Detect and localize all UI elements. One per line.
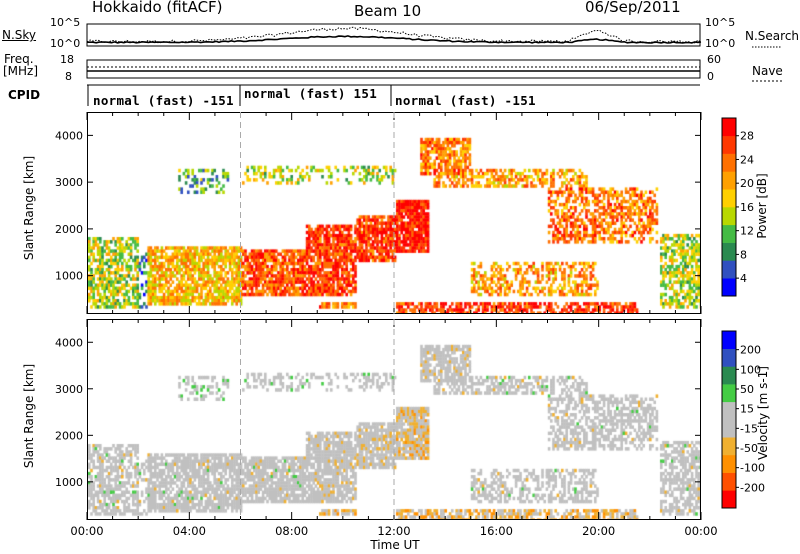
ytick-label-1-2: 3000	[55, 383, 83, 396]
colorbar-tick-label-0-2: 20	[740, 177, 754, 190]
ytick-label-0-3: 4000	[55, 129, 83, 142]
sky-tick-top: 10^5	[50, 16, 81, 29]
nave-tick-top: 60	[707, 53, 721, 66]
cpid-segment-1: normal (fast) -151	[93, 93, 234, 108]
xtick-label-3: 12:00	[377, 524, 410, 538]
colorbar-tick-label-1-3: 15	[740, 403, 754, 416]
sky-tick-bottom: 10^0	[50, 37, 81, 50]
cpid-label: CPID	[8, 88, 41, 102]
colorbar-swatch-1-3	[722, 437, 736, 456]
colorbar-swatch-0-9	[722, 118, 736, 137]
nsky-line	[87, 35, 702, 44]
velocity-ylabel: Slant Range [km]	[22, 363, 36, 469]
nsearch-line	[86, 26, 702, 44]
nave-tick-bottom: 0	[707, 70, 714, 83]
search-tick-bottom: 10^0	[705, 37, 736, 50]
xtick-label-0: 00:00	[70, 524, 103, 538]
colorbar-swatch-0-4	[722, 207, 736, 226]
beam-title: Beam 10	[354, 2, 422, 20]
colorbar-swatch-1-2	[722, 454, 736, 473]
colorbar-swatch-0-0	[722, 278, 736, 297]
colorbar-tick-label-0-4: 12	[740, 225, 754, 238]
colorbar-swatch-1-0	[722, 490, 736, 509]
power-ylabel: Slant Range [km]	[22, 155, 36, 261]
colorbar-swatch-0-5	[722, 189, 736, 208]
date-title: 06/Sep/2011	[585, 0, 681, 16]
colorbar-tick-label-0-5: 8	[740, 248, 747, 261]
cpid-segment-3: normal (fast) -151	[395, 93, 536, 108]
colorbar-swatch-1-6	[722, 384, 736, 403]
colorbar-tick-label-1-7: -200	[740, 481, 765, 494]
ytick-label-1-0: 1000	[55, 476, 83, 489]
xtick-label-4: 16:00	[480, 524, 513, 538]
colorbar-tick-label-0-0: 28	[740, 130, 754, 143]
ytick-label-0-1: 2000	[55, 223, 83, 236]
freq-label-line2: [MHz]	[3, 64, 39, 78]
cpid-segment-2: normal (fast) 151	[244, 86, 378, 101]
freq-tick-bottom: 8	[65, 70, 72, 83]
colorbar-swatch-1-8	[722, 348, 736, 367]
colorbar-tick-label-0-6: 4	[740, 272, 747, 285]
ytick-label-0-2: 3000	[55, 176, 83, 189]
freq-label-line1: Freq.	[4, 52, 34, 66]
nsearch-label: N.Search	[745, 29, 800, 43]
station-title: Hokkaido (fitACF)	[92, 0, 223, 16]
colorbar-swatch-0-1	[722, 260, 736, 279]
colorbar-tick-label-1-0: 200	[740, 344, 761, 357]
velocity-panel	[87, 319, 701, 520]
xtick-label-2: 08:00	[275, 524, 308, 538]
freq-panel-frame	[86, 59, 701, 79]
nsky-label: N.Sky	[2, 28, 37, 42]
noise-strip	[86, 23, 782, 106]
colorbar-tick-label-0-1: 24	[740, 153, 754, 166]
colorbar-tick-label-1-2: 50	[740, 383, 754, 396]
freq-tick-top: 18	[60, 53, 74, 66]
xtick-label-5: 20:00	[582, 524, 615, 538]
colorbar-swatch-0-7	[722, 153, 736, 172]
x-axis-title: Time UT	[370, 538, 420, 552]
power-colorbar-label: Power [dB]	[755, 173, 769, 239]
velocity-colorbar-label: Velocity [m s-1]	[756, 366, 770, 460]
colorbar-swatch-0-8	[722, 135, 736, 154]
colorbar-swatch-1-4	[722, 419, 736, 438]
colorbar-swatch-0-2	[722, 242, 736, 261]
colorbar-swatch-1-9	[722, 331, 736, 349]
velocity-heatmap	[88, 320, 700, 519]
ytick-label-0-0: 1000	[55, 270, 83, 283]
xtick-label-1: 04:00	[173, 524, 206, 538]
power-heatmap	[88, 113, 700, 313]
colorbar-swatch-0-6	[722, 171, 736, 190]
nave-label: Nave	[752, 64, 783, 78]
colorbar-swatch-1-5	[722, 401, 736, 420]
ytick-label-1-1: 2000	[55, 429, 83, 442]
colorbar-swatch-0-3	[722, 224, 736, 243]
colorbar-swatch-1-7	[722, 366, 736, 385]
colorbar-swatch-1-1	[722, 472, 736, 491]
power-panel	[87, 112, 701, 314]
colorbar-frame-0	[721, 117, 737, 297]
colorbar-tick-label-0-3: 16	[740, 201, 754, 214]
ytick-label-1-3: 4000	[55, 336, 83, 349]
noise-panel-frame	[86, 23, 701, 47]
search-tick-top: 10^5	[705, 16, 736, 29]
xtick-label-6: 00:00	[684, 524, 717, 538]
colorbar-frame-1	[721, 330, 737, 509]
